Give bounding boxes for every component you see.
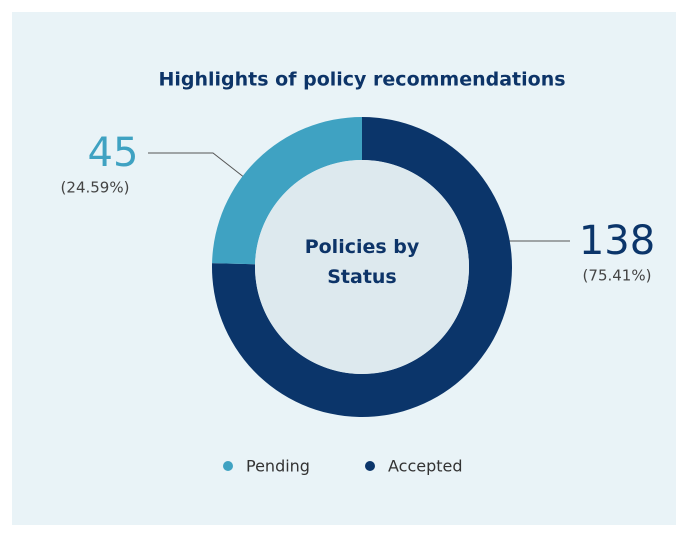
legend-marker <box>365 461 375 471</box>
percent-label: (75.41%) <box>583 267 652 285</box>
legend-marker <box>223 461 233 471</box>
chart-title: Highlights of policy recommendations <box>158 69 565 91</box>
value-label: 45 <box>88 130 139 176</box>
center-label: Policies by Status <box>304 236 420 288</box>
percent-label: (24.59%) <box>61 179 130 197</box>
leader-line <box>148 152 246 179</box>
donut-hole <box>255 160 469 374</box>
donut-segment <box>212 117 362 265</box>
legend-label: Accepted <box>388 457 463 476</box>
value-label: 138 <box>579 218 655 264</box>
legend-label: Pending <box>246 457 310 476</box>
